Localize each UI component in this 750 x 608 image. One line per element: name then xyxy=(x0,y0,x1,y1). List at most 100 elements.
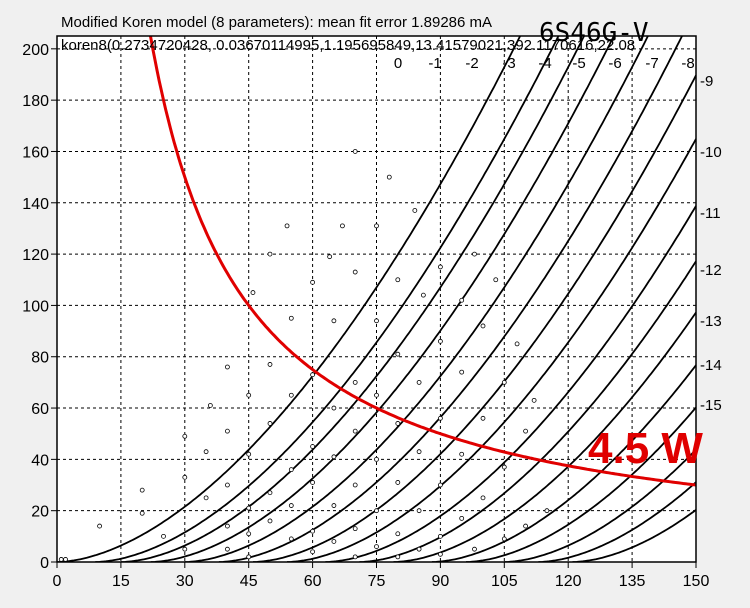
plate-curve xyxy=(57,36,522,562)
measured-point xyxy=(544,508,550,514)
measured-point xyxy=(246,392,252,398)
measured-point xyxy=(416,379,422,385)
measured-point xyxy=(207,403,213,408)
load-line-label: 4.5 W xyxy=(588,424,703,473)
measured-point xyxy=(182,433,188,439)
y-tick-label: 20 xyxy=(31,504,49,521)
measured-point xyxy=(352,428,358,434)
grid-voltage-label: -3 xyxy=(502,55,515,72)
tube-title: 6S46G-V xyxy=(539,18,649,48)
x-tick-label: 150 xyxy=(683,573,710,590)
measured-point xyxy=(386,174,392,180)
measured-point xyxy=(501,379,507,385)
measured-point xyxy=(352,269,358,275)
measured-point xyxy=(139,487,145,493)
measured-point xyxy=(331,405,337,411)
measured-point xyxy=(472,546,477,552)
measured-point xyxy=(523,428,528,434)
measured-point xyxy=(288,467,294,473)
measured-point xyxy=(352,482,358,488)
measured-point xyxy=(310,372,316,378)
plate-curve xyxy=(572,509,696,562)
measured-point xyxy=(224,523,230,529)
plate-curve xyxy=(184,36,649,562)
measured-point xyxy=(331,503,337,508)
measured-point xyxy=(395,531,401,537)
measured-point xyxy=(437,415,443,421)
y-tick-label: 160 xyxy=(22,144,49,161)
y-tick-label: 80 xyxy=(31,350,49,367)
grid-voltage-label: -6 xyxy=(608,55,621,72)
measured-point xyxy=(472,251,477,257)
measured-point xyxy=(416,546,422,552)
measured-point xyxy=(224,428,230,434)
x-tick-label: 30 xyxy=(176,573,194,590)
plate-curve xyxy=(150,36,615,562)
measured-point xyxy=(480,323,486,329)
measured-point xyxy=(480,415,486,421)
measured-point xyxy=(331,539,337,544)
measured-point xyxy=(531,397,537,403)
measured-point xyxy=(267,362,273,367)
measured-point xyxy=(139,510,145,516)
grid-voltage-label: 0 xyxy=(394,55,402,72)
measured-point xyxy=(352,379,358,385)
measured-point xyxy=(416,508,422,514)
measured-point xyxy=(352,149,358,154)
measured-point xyxy=(352,526,358,532)
measured-point xyxy=(374,544,379,550)
grid-voltage-label: -4 xyxy=(538,55,551,72)
measured-point xyxy=(374,508,379,514)
measured-point xyxy=(459,451,465,457)
measured-point xyxy=(288,315,294,321)
measured-point xyxy=(246,505,252,511)
grid-voltage-label: -5 xyxy=(572,55,585,72)
y-tick-label: 140 xyxy=(22,196,49,213)
measured-point xyxy=(250,290,256,295)
measured-point xyxy=(288,503,294,508)
measured-point xyxy=(331,318,337,324)
measured-point xyxy=(246,554,252,560)
grid-voltage-label: -14 xyxy=(700,357,722,374)
measured-point xyxy=(437,264,443,270)
measured-point xyxy=(267,490,273,496)
y-tick-label: 40 xyxy=(31,452,49,469)
measured-point xyxy=(395,277,401,283)
x-tick-label: 120 xyxy=(555,573,582,590)
grid-voltage-label: -8 xyxy=(681,55,694,72)
plate-curve xyxy=(325,205,696,562)
measured-point xyxy=(395,421,401,426)
plate-curve xyxy=(393,311,696,562)
plate-curve xyxy=(431,364,696,562)
plate-curve xyxy=(466,406,696,562)
x-tick-label: 60 xyxy=(304,573,322,590)
measured-point xyxy=(284,223,290,229)
load-line-curve xyxy=(148,36,696,487)
measured-point xyxy=(310,549,316,555)
measured-point xyxy=(340,223,345,229)
measured-point xyxy=(224,364,230,370)
grid-voltage-label: -15 xyxy=(700,397,722,414)
measured-point xyxy=(327,254,333,260)
measured-point xyxy=(182,546,188,552)
measured-point xyxy=(437,533,443,539)
measured-point xyxy=(459,297,465,303)
grid-voltage-label: -11 xyxy=(700,205,721,222)
measured-point xyxy=(310,444,316,449)
x-tick-label: 75 xyxy=(368,573,386,590)
measured-point xyxy=(514,341,520,347)
measured-point xyxy=(58,557,64,562)
plate-curve xyxy=(538,481,696,562)
measured-point xyxy=(374,456,379,462)
grid-voltage-label: -12 xyxy=(700,262,722,279)
measured-point xyxy=(480,495,486,501)
measured-point xyxy=(395,351,401,357)
measured-point xyxy=(501,536,507,542)
measured-point xyxy=(267,251,273,257)
measured-point xyxy=(437,551,443,557)
measured-point xyxy=(182,474,188,480)
measured-point xyxy=(416,449,422,455)
measured-point xyxy=(310,528,316,534)
plate-curve xyxy=(95,36,560,562)
